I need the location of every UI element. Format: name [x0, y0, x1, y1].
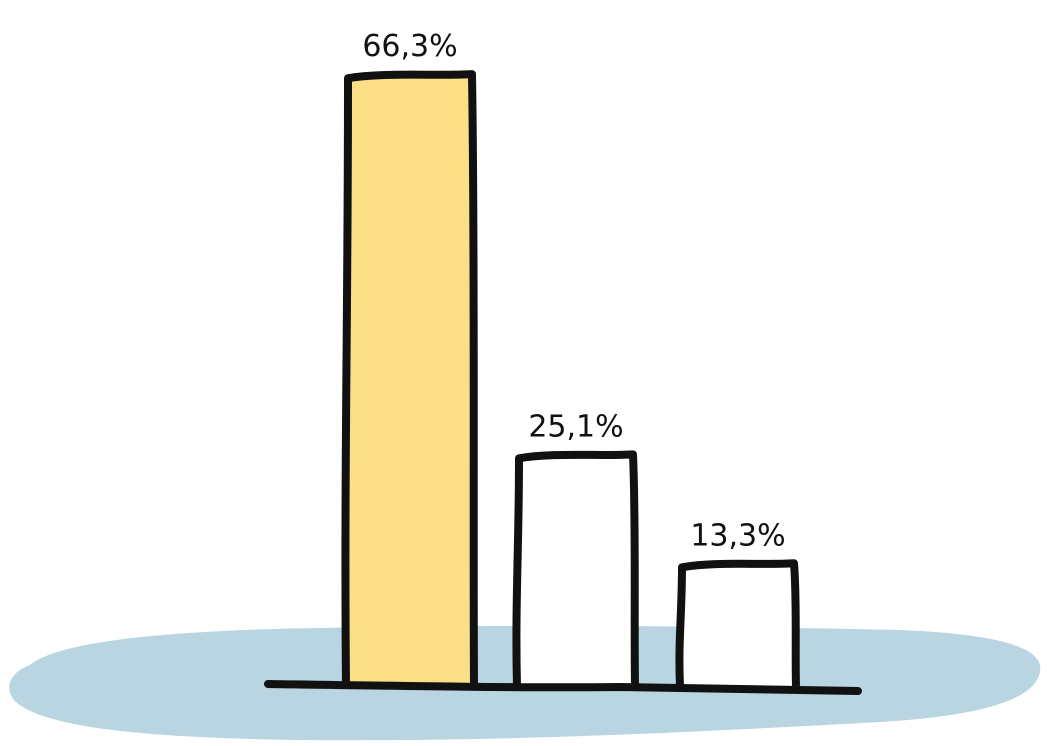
- bar-value-label-2: 25,1%: [528, 409, 623, 444]
- bar-1: [341, 70, 478, 687]
- bar-value-label-1: 66,3%: [362, 29, 457, 64]
- x-axis-baseline: [264, 680, 862, 695]
- bar-value-label-3: 13,3%: [690, 518, 785, 553]
- bar-2: [512, 450, 639, 687]
- bar-3: [675, 559, 800, 687]
